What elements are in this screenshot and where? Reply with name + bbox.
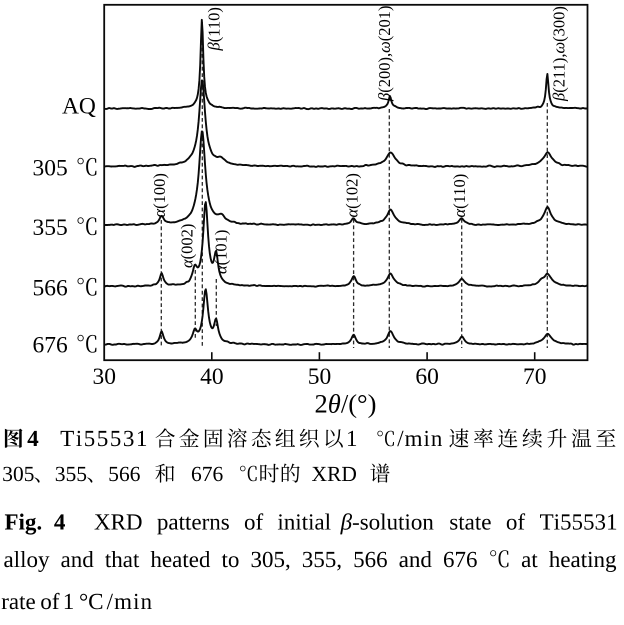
- svg-text:β(200),ω(201): β(200),ω(201): [375, 6, 394, 103]
- svg-text:2θ/(°): 2θ/(°): [315, 389, 377, 419]
- svg-text:30: 30: [92, 364, 116, 390]
- svg-text:355: 355: [33, 215, 68, 241]
- svg-text:40: 40: [200, 364, 224, 390]
- svg-text:60: 60: [415, 364, 439, 390]
- svg-text:566: 566: [33, 275, 69, 301]
- svg-text:β(110): β(110): [205, 7, 224, 51]
- svg-text:305: 305: [33, 155, 68, 181]
- svg-text:50: 50: [308, 364, 332, 390]
- svg-text:α(102): α(102): [343, 173, 362, 217]
- svg-text:α(101): α(101): [212, 230, 231, 274]
- svg-text:α(110): α(110): [450, 174, 469, 218]
- svg-text:α(002): α(002): [178, 224, 197, 268]
- svg-text:AQ: AQ: [62, 94, 96, 120]
- svg-text:α(100): α(100): [150, 173, 169, 217]
- svg-text:70: 70: [523, 364, 547, 390]
- svg-text:β(211),ω(300): β(211),ω(300): [550, 6, 569, 102]
- svg-text:676: 676: [33, 332, 69, 358]
